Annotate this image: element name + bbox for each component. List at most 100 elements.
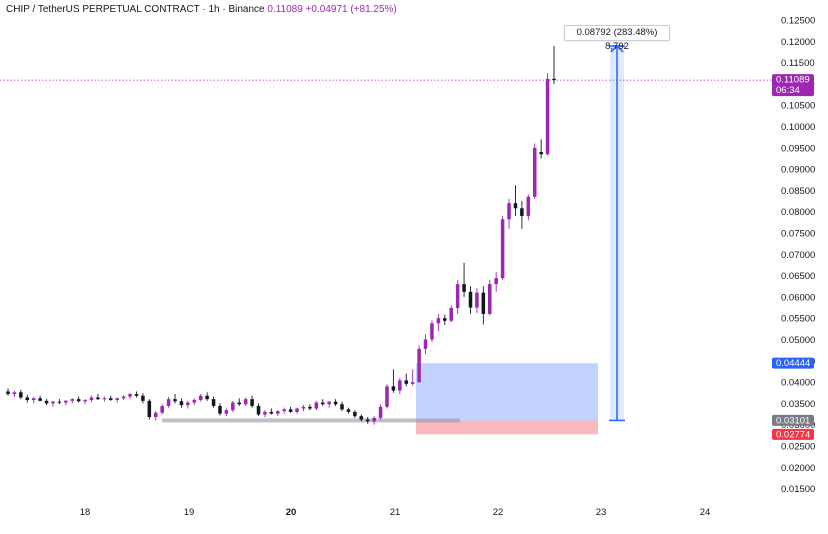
chart-legend: CHIP / TetherUS PERPETUAL CONTRACT · 1h … [6, 4, 397, 15]
candle-body [423, 339, 428, 349]
candle-body [102, 398, 107, 400]
price-tick-label: 0.10000 [781, 122, 815, 133]
candle-body [545, 78, 550, 155]
candle-body [430, 323, 434, 340]
candle-body [147, 400, 152, 418]
candle-body [417, 348, 421, 383]
candle-body [64, 400, 68, 403]
candle-body [301, 406, 306, 409]
candle-body [263, 411, 267, 415]
price-tick-label: 0.12000 [781, 37, 815, 48]
candle-body [218, 405, 222, 414]
price-tick-label: 0.09500 [781, 143, 815, 154]
candle-body [365, 419, 370, 422]
candle-body [96, 397, 100, 400]
candle-body [269, 411, 274, 414]
price-tick-label: 0.02000 [781, 463, 815, 474]
price-tick-label: 0.07000 [781, 250, 815, 261]
candle-body [320, 402, 325, 405]
candle-body [443, 318, 447, 321]
candle-body [494, 278, 498, 285]
price-tag-stop [772, 428, 814, 440]
candle-body [526, 196, 531, 216]
candle-body [6, 391, 10, 395]
measure-label: 0.08792 (283.48%) 8,792 [564, 25, 670, 52]
time-tick-label: 24 [700, 507, 711, 518]
price-tick-label: 0.12500 [781, 16, 815, 27]
candle-body [231, 402, 235, 411]
candle-body [115, 398, 119, 400]
price-tag-stop-value: 0.02774 [776, 429, 810, 440]
candle-body [552, 78, 556, 81]
profit-zone [416, 363, 598, 421]
candle-body [385, 386, 389, 407]
candle-body [51, 401, 55, 404]
candle-body [173, 399, 177, 402]
candle-body [346, 409, 351, 412]
legend-price: 0.11089 [267, 4, 303, 15]
candle-body [314, 402, 319, 409]
price-tag-current-value: 0.11089 [776, 75, 810, 86]
candle-body [141, 395, 145, 401]
candle-body [359, 416, 364, 420]
candle-body [500, 219, 505, 279]
candle-body [192, 399, 197, 403]
price-tag-current [772, 74, 814, 97]
candle-body [121, 396, 126, 399]
candle-body [166, 399, 171, 406]
support-line [162, 418, 460, 423]
candle-body [391, 386, 396, 391]
candle-body [205, 395, 209, 400]
candle-body [449, 307, 453, 321]
price-tag-current-countdown: 06:34 [776, 85, 800, 96]
price-tag-target-value: 0.04444 [776, 358, 810, 369]
price-tick-label: 0.03500 [781, 399, 815, 410]
candle-body [378, 406, 383, 418]
candle-body [224, 410, 229, 414]
candle-body [410, 382, 415, 384]
candle-body [340, 404, 344, 410]
price-tick-label: 0.02500 [781, 442, 815, 453]
candle-body [44, 400, 49, 404]
candle-body [520, 208, 524, 216]
price-tick-label: 0.07500 [781, 229, 815, 240]
price-tick-label: 0.06000 [781, 292, 815, 303]
candle-body [513, 203, 518, 209]
price-tag-target [772, 357, 814, 369]
candle-body [353, 411, 357, 417]
price-tick-label: 0.06500 [781, 271, 815, 282]
price-tick-label: 0.09000 [781, 165, 815, 176]
candle-body [455, 284, 460, 308]
candle-body [89, 397, 94, 400]
candle-body [179, 401, 184, 406]
price-tick-label: 0.01500 [781, 484, 815, 495]
candle-body [237, 402, 242, 405]
candle-body [31, 398, 36, 400]
price-tick-label: 0.08500 [781, 186, 815, 197]
measure-arrow-head [610, 44, 624, 53]
candle-body [160, 405, 164, 413]
candle-body [507, 203, 511, 220]
time-tick-label: 21 [390, 507, 401, 518]
candle-body [256, 405, 261, 415]
candle-body [25, 397, 30, 400]
legend-title: CHIP / TetherUS PERPETUAL CONTRACT · 1h … [6, 4, 265, 15]
price-tick-label: 0.11500 [781, 58, 815, 69]
candle-body [487, 284, 492, 314]
candle-body [475, 292, 479, 308]
candle-body [128, 394, 132, 397]
candle-body [243, 399, 248, 405]
price-tick-label: 0.05500 [781, 314, 815, 325]
candle-body [211, 399, 216, 406]
candle-body [57, 401, 62, 403]
candle-body [276, 411, 280, 414]
candle-body [333, 401, 338, 405]
price-tick-label: 0.08000 [781, 207, 815, 218]
candle-body [468, 291, 473, 308]
price-tag-entry [772, 414, 814, 426]
time-tick-label: 19 [184, 507, 195, 518]
candle-body [282, 409, 286, 412]
candle-body [327, 401, 331, 405]
candle-body [83, 399, 87, 402]
